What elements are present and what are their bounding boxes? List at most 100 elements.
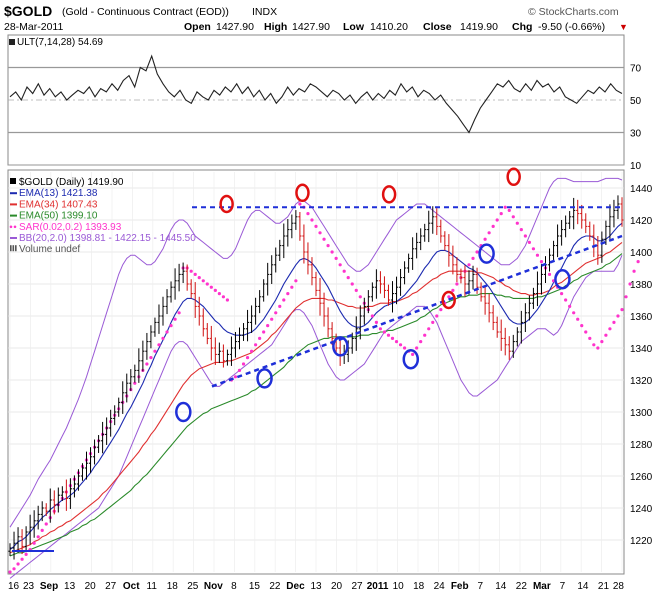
price-bar	[491, 305, 495, 331]
sar-dot	[547, 272, 552, 276]
price-bar	[471, 265, 475, 290]
price-bar	[511, 334, 515, 358]
sar-dot	[628, 282, 632, 286]
open-label: Open	[184, 21, 211, 33]
sar-dot	[274, 311, 278, 315]
chg-label: Chg	[512, 21, 532, 33]
sar-dot	[612, 320, 616, 324]
sar-dot	[213, 288, 217, 292]
sar-dot	[262, 330, 266, 334]
price-bar	[576, 199, 580, 225]
price-bar	[499, 319, 503, 351]
price-tick-label: 1440	[630, 184, 653, 195]
chg-value: -9.50 (-0.66%)	[538, 21, 605, 33]
price-bar	[141, 340, 145, 372]
price-bar	[322, 292, 326, 327]
close-value: 1419.90	[460, 21, 498, 33]
legend-text: BB(20,2.0) 1398.81 - 1422.15 - 1445.50	[19, 233, 196, 244]
price-bar	[487, 293, 491, 323]
price-bar	[221, 344, 225, 368]
price-bar	[535, 271, 540, 307]
price-tick-label: 1340	[630, 344, 653, 355]
sar-dot	[431, 320, 435, 324]
low-label: Low	[343, 21, 365, 33]
sar-dot	[346, 276, 350, 280]
ult-tick-label: 70	[630, 64, 642, 75]
sar-dot	[531, 247, 536, 251]
sar-dot	[334, 256, 338, 260]
sar-dot	[584, 330, 588, 334]
price-bar	[129, 369, 133, 391]
price-bar	[149, 325, 153, 349]
price-bar	[290, 214, 294, 239]
sar-dot	[326, 244, 330, 248]
bollinger-upper-band	[9, 177, 623, 528]
sar-dot	[233, 375, 238, 379]
price-bar	[48, 488, 52, 523]
price-bar	[109, 409, 113, 437]
sar-dot	[177, 311, 181, 315]
sar-dot	[600, 340, 604, 344]
x-tick-label: 22	[516, 581, 528, 592]
price-bar	[165, 289, 169, 315]
price-bar	[113, 405, 117, 426]
price-bar	[560, 220, 564, 246]
price-bar	[189, 279, 193, 299]
price-tick-label: 1400	[630, 248, 653, 259]
sar-dot	[374, 320, 378, 324]
sar-dot	[197, 276, 201, 280]
symbol-description: (Gold - Continuous Contract (EOD))	[62, 6, 229, 18]
x-tick-label: Mar	[533, 581, 551, 592]
legend-entry: BB(20,2.0) 1398.81 - 1422.15 - 1445.50	[10, 233, 196, 244]
sar-dot	[266, 324, 270, 328]
blue-circle	[554, 268, 571, 290]
price-bar	[483, 285, 487, 315]
legend-entry: SAR(0.02,0.2) 1393.93	[9, 222, 122, 233]
sar-dot	[290, 285, 294, 289]
price-bar	[229, 336, 234, 366]
price-bar	[153, 317, 157, 337]
sar-dot	[596, 346, 600, 350]
sar-dot	[8, 570, 12, 574]
price-bar	[278, 239, 282, 261]
price-bar	[584, 213, 588, 234]
price-bar	[209, 325, 213, 361]
symbol: $GOLD	[4, 3, 52, 19]
sar-dot	[423, 333, 427, 337]
price-bar	[338, 336, 342, 366]
ult-legend-marker	[9, 39, 15, 45]
price-bar	[145, 332, 149, 360]
price-bar	[76, 469, 81, 491]
price-panel: 1440 1420 1400 1380 1360 1340 1320 1300 1280 1260…	[7, 167, 653, 579]
x-tick-label: Dec	[286, 581, 305, 592]
price-bar	[270, 255, 274, 284]
price-bar	[237, 327, 242, 350]
price-bar	[157, 304, 161, 334]
price-bar	[310, 257, 314, 286]
sar-dot	[161, 336, 165, 340]
price-bar	[523, 303, 527, 332]
ult-panel: 70 50 30 10 ULT(7,14,28) 54.69	[7, 34, 642, 172]
price-bar	[181, 262, 185, 284]
sar-dot	[572, 311, 576, 315]
x-tick-label: Oct	[123, 581, 140, 592]
sar-dot	[495, 218, 499, 222]
price-panel-frame	[7, 169, 625, 575]
price-bar	[314, 271, 318, 297]
price-bar	[137, 348, 141, 383]
watermark: © StockCharts.com	[528, 6, 619, 18]
blue-circle	[478, 243, 495, 264]
price-bar	[298, 212, 302, 241]
price-bar	[225, 349, 230, 366]
ult-tick-label: 10	[630, 161, 642, 172]
price-bar	[435, 208, 439, 236]
price-bar	[326, 307, 330, 338]
sar-dot	[592, 343, 596, 347]
price-bar	[266, 262, 270, 296]
price-bar	[531, 287, 536, 309]
sar-dot	[507, 208, 511, 212]
legend-text: EMA(34) 1407.43	[19, 199, 98, 210]
sar-dot	[165, 330, 169, 334]
price-bar	[402, 261, 407, 285]
